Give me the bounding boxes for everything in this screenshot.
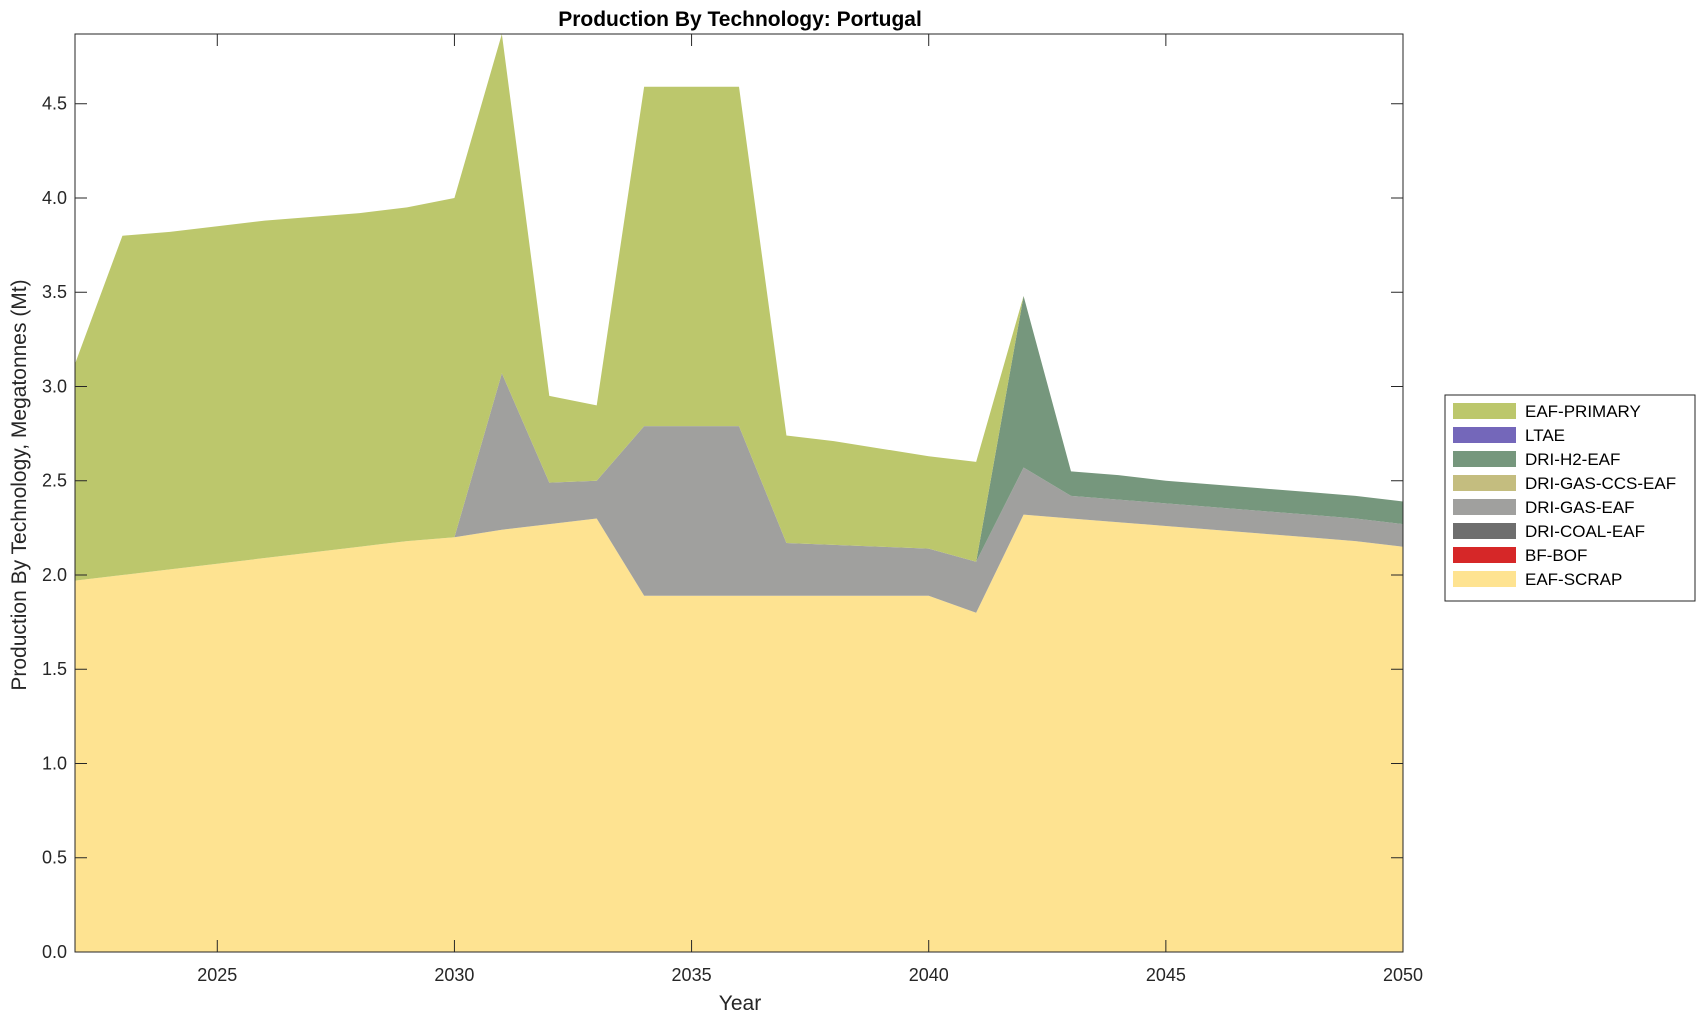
y-tick-label: 1.5 (42, 659, 67, 679)
legend-swatch-dri-coal-eaf (1453, 523, 1516, 539)
legend-swatch-dri-gas-eaf (1453, 499, 1516, 515)
x-axis-ticks: 2025 2030 2035 2040 2045 2050 (197, 34, 1423, 985)
area-dri-gas-eaf (75, 373, 1403, 613)
chart-title: Production By Technology: Portugal (558, 8, 922, 31)
y-tick-label: 0.0 (42, 942, 67, 962)
legend: EAF-PRIMARY LTAE DRI-H2-EAF DRI-GAS-CCS-EAF… (1444, 394, 1696, 602)
y-tick-label: 3.5 (42, 282, 67, 302)
legend-label-dri-gas-ccs-eaf: DRI-GAS-CCS-EAF (1525, 474, 1676, 493)
legend-label-dri-gas-eaf: DRI-GAS-EAF (1525, 498, 1635, 517)
legend-label-dri-h2-eaf: DRI-H2-EAF (1525, 450, 1620, 469)
legend-swatch-dri-gas-ccs-eaf (1453, 475, 1516, 491)
x-tick-label: 2035 (672, 965, 712, 985)
y-tick-label: 2.0 (42, 565, 67, 585)
legend-swatch-eaf-scrap (1453, 571, 1516, 587)
x-tick-label: 2040 (909, 965, 949, 985)
x-tick-label: 2030 (434, 965, 474, 985)
area-eaf-primary (75, 34, 1403, 581)
legend-swatch-ltae (1453, 427, 1516, 443)
legend-swatch-dri-h2-eaf (1453, 451, 1516, 467)
stacked-areas (75, 34, 1403, 952)
legend-label-ltae: LTAE (1525, 426, 1565, 445)
x-tick-label: 2045 (1146, 965, 1186, 985)
legend-label-dri-coal-eaf: DRI-COAL-EAF (1525, 522, 1645, 541)
legend-label-eaf-scrap: EAF-SCRAP (1525, 570, 1622, 589)
y-tick-label: 1.0 (42, 753, 67, 773)
y-axis-label: Production By Technology, Megatonnes (Mt… (8, 279, 31, 690)
y-tick-label: 4.5 (42, 94, 67, 114)
area-eaf-scrap (75, 514, 1403, 952)
x-axis-label: Year (719, 992, 761, 1015)
legend-swatch-bf-bof (1453, 547, 1516, 563)
y-tick-label: 4.0 (42, 188, 67, 208)
y-tick-label: 0.5 (42, 848, 67, 868)
y-tick-label: 2.5 (42, 471, 67, 491)
x-tick-label: 2025 (197, 965, 237, 985)
x-tick-label: 2050 (1383, 965, 1423, 985)
plot-frame (74, 33, 1404, 953)
legend-label-bf-bof: BF-BOF (1525, 546, 1587, 565)
legend-swatch-eaf-primary (1453, 403, 1516, 419)
legend-label-eaf-primary: EAF-PRIMARY (1525, 402, 1641, 421)
y-axis-ticks: 0.0 0.5 1.0 1.5 2.0 2.5 3.0 3.5 4.0 4.5 (42, 94, 1403, 962)
y-tick-label: 3.0 (42, 376, 67, 396)
